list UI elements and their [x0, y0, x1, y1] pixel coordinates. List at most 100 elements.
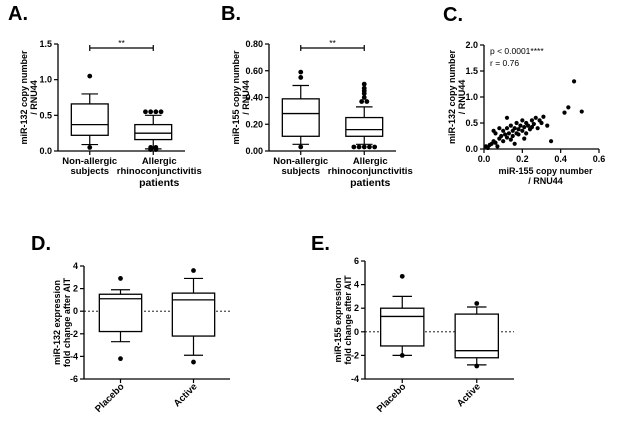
y-axis-label: miR-132 copy number	[447, 49, 457, 144]
outlier-point	[361, 81, 367, 87]
scatter-point	[495, 144, 500, 149]
x-tick-label: 0.2	[516, 154, 529, 164]
outlier-point	[153, 145, 159, 150]
scatter-point	[548, 139, 554, 144]
panel-letter: A.	[8, 3, 28, 25]
significance-label: **	[329, 38, 336, 48]
scatter-point	[529, 125, 535, 130]
y-tick-label: -2	[70, 329, 78, 339]
outlier-point	[474, 363, 480, 369]
outlier-point	[153, 109, 159, 115]
x-tick-label: 0.4	[554, 154, 567, 164]
significance-label: **	[118, 38, 125, 48]
y-tick-label: 1.5	[465, 66, 478, 76]
y-tick-label: 2.0	[465, 40, 478, 50]
category-label: rhinoconjunctivitis	[328, 166, 413, 177]
x-tick-label: 0.0	[478, 154, 491, 164]
y-tick-label: 2	[73, 284, 78, 294]
scatter-point	[504, 135, 510, 140]
box-iqr	[134, 123, 173, 141]
box-iqr	[70, 103, 109, 136]
y-axis-label: / RNU44	[29, 80, 39, 115]
y-axis-label: / RNU44	[457, 80, 467, 115]
category-label-extra: patients	[139, 177, 179, 189]
scatter-point	[571, 79, 577, 84]
scatter-point	[533, 115, 538, 120]
scatter-point	[501, 128, 506, 133]
scatter-point	[535, 126, 540, 131]
scatter-point	[508, 137, 513, 142]
scatter-point	[562, 110, 567, 115]
y-tick-label: 4	[354, 280, 359, 290]
outlier-point	[359, 99, 365, 104]
y-tick-label: 0.80	[245, 39, 263, 49]
scatter-point	[504, 115, 510, 120]
outlier-point	[191, 359, 196, 365]
panel-letter: E.	[311, 233, 330, 255]
scatter-point	[566, 105, 571, 110]
y-tick-label: 1.0	[39, 75, 52, 85]
scatter-point	[531, 121, 536, 127]
scatter-point	[518, 123, 523, 128]
y-tick-label: -2	[351, 350, 359, 360]
outlier-point	[158, 109, 164, 115]
outlier-point	[118, 356, 123, 362]
y-tick-label: 0.20	[245, 119, 263, 129]
scatter-point	[539, 120, 544, 126]
scatter-point	[510, 133, 515, 139]
category-label: rhinoconjunctivitis	[117, 166, 202, 177]
scatter-point	[512, 141, 517, 146]
category-label-extra: patients	[350, 177, 390, 189]
y-tick-label: 0	[73, 306, 78, 316]
box-iqr	[345, 116, 384, 137]
outlier-point	[361, 91, 367, 96]
outlier-point	[87, 73, 93, 79]
y-tick-label: -6	[70, 374, 78, 384]
panel-letter: D.	[31, 233, 51, 255]
scatter-point	[520, 118, 525, 123]
y-axis-label: miR-155 expression	[333, 277, 343, 362]
y-axis-label: miR-155 copy number	[231, 50, 241, 145]
outlier-point	[148, 109, 154, 115]
y-tick-label: 0	[354, 327, 359, 337]
y-tick-label: 0.60	[245, 66, 263, 76]
y-tick-label: -4	[351, 374, 359, 384]
scatter-point	[579, 109, 584, 114]
scatter-point	[516, 132, 521, 137]
outlier-point	[372, 144, 378, 150]
category-label: Placebo	[375, 381, 409, 415]
scatter-point	[497, 126, 502, 131]
box-iqr	[281, 98, 320, 137]
y-axis-label: / RNU44	[241, 80, 251, 115]
y-tick-label: 0.0	[39, 146, 52, 156]
y-tick-label: 6	[354, 256, 359, 266]
outlier-point	[356, 144, 362, 150]
panel-letter: B.	[221, 3, 241, 25]
y-tick-label: 0.40	[245, 93, 263, 103]
outlier-point	[148, 145, 154, 150]
scatter-point	[520, 128, 525, 133]
box-iqr	[379, 307, 425, 347]
panel-2: B. 0.00 0.20 0.40 0.60 0.80 miR-155 copy numbe…	[221, 3, 413, 189]
scatter-point	[516, 127, 521, 132]
scatter-point	[529, 118, 535, 123]
scatter-point	[512, 126, 517, 131]
panel-1: A. 0.0 0.5 1.0 1.5 miR-132 copy number / RNU44…	[8, 3, 202, 189]
x-axis-label: miR-155 copy number	[498, 166, 593, 176]
scatter-point	[525, 123, 531, 128]
category-label: Non-allergic	[62, 156, 117, 167]
stat-annotation: r = 0.76	[490, 58, 519, 68]
scatter-point	[524, 131, 529, 136]
outlier-point	[364, 99, 370, 104]
y-axis-label: miR-132 expression	[52, 280, 62, 365]
outlier-point	[399, 273, 405, 279]
outlier-point	[191, 268, 196, 273]
category-label: Non-allergic	[273, 156, 328, 167]
outlier-point	[367, 144, 372, 150]
y-tick-label: 4	[73, 261, 78, 271]
box-iqr	[98, 293, 143, 333]
stat-annotation: p < 0.0001****	[490, 46, 544, 56]
y-tick-label: 0.00	[245, 146, 263, 156]
outlier-point	[143, 109, 148, 115]
